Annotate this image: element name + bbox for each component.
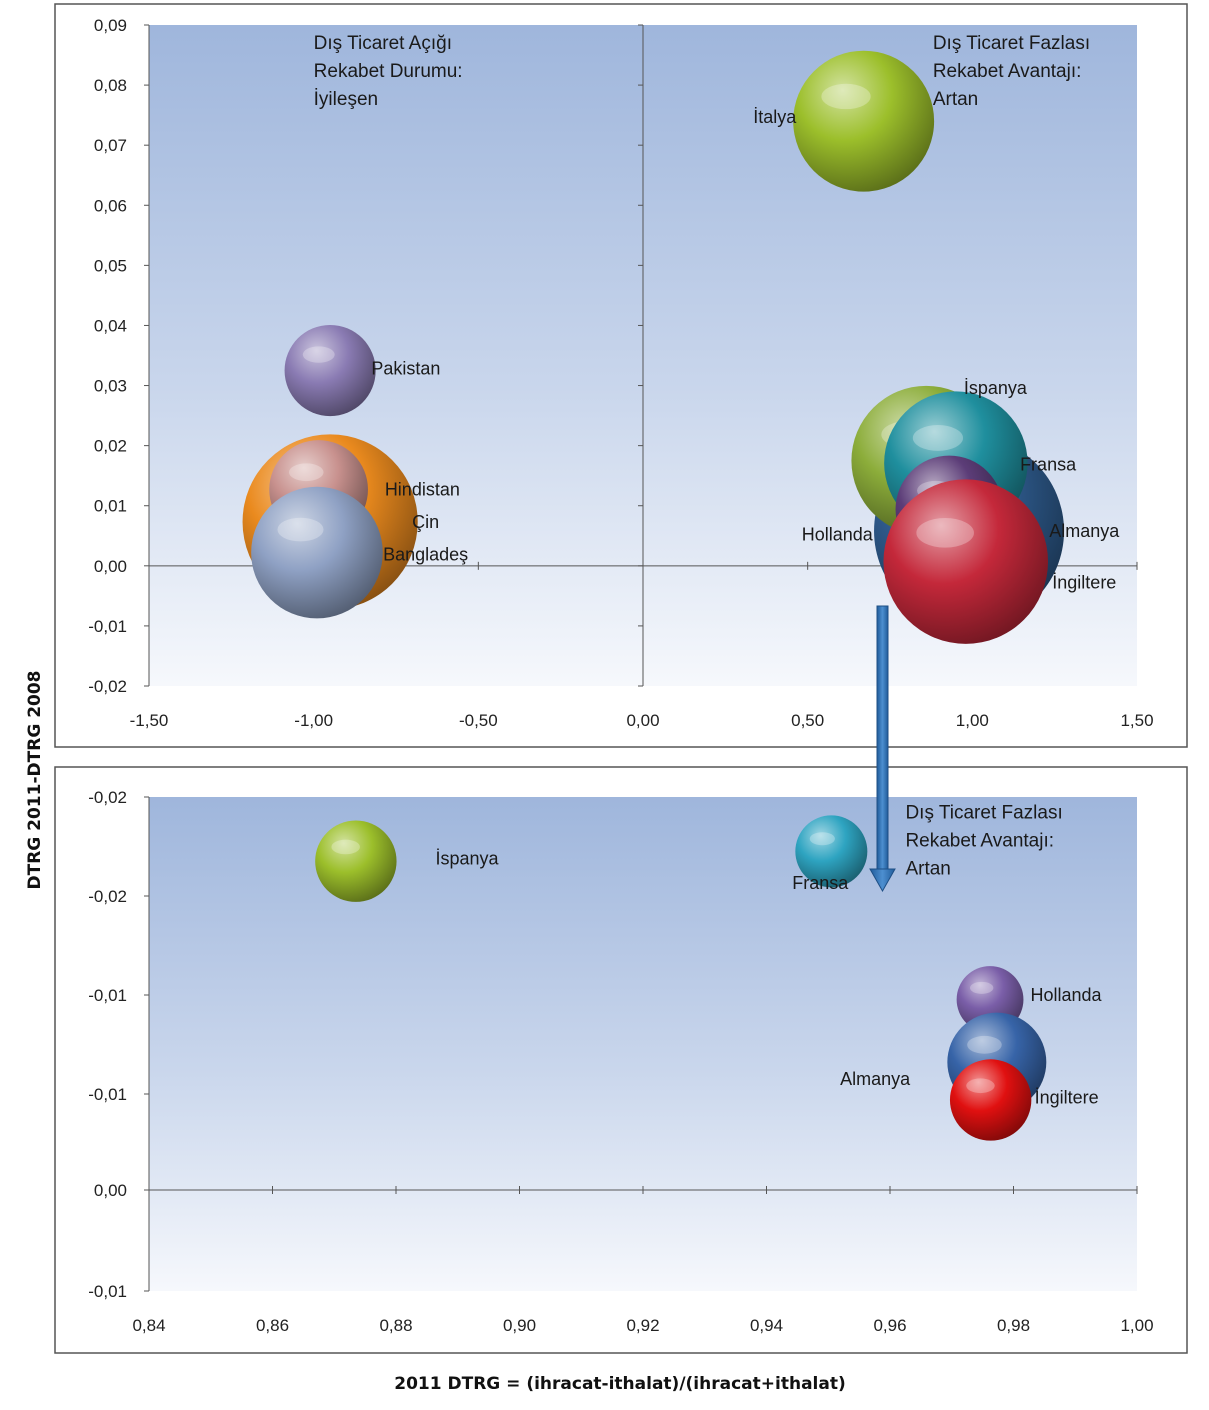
x-tick-label: 0,98	[997, 1316, 1030, 1335]
bottom-chart: 0,84 0,86 0,88 0,90 0,92 0,94 0,96 0,98 1,00 -0,0…	[88, 788, 1153, 1335]
x-tick-label: -0,50	[459, 711, 498, 730]
bubble-label: İngiltere	[1052, 573, 1116, 593]
annotation-line: Rekabet Durumu:	[314, 61, 463, 82]
bubble	[315, 820, 397, 902]
bubble-label: Fransa	[1020, 454, 1077, 474]
x-tick-label: 0,96	[873, 1316, 906, 1335]
y-tick-label: 0,02	[94, 437, 127, 456]
quadrant-annotation: Dış Ticaret Açığı Rekabet Durumu: İyileşen	[314, 33, 463, 110]
bubble-highlight	[809, 832, 835, 846]
y-axis-title: DTRG 2011-DTRG 2008	[25, 670, 45, 889]
y-tick-label: -0,01	[88, 1282, 127, 1301]
bubble	[284, 324, 376, 417]
bubble-label: Bangladeş	[383, 544, 468, 564]
bubble-label: Hollanda	[1030, 985, 1102, 1005]
bubble-label: Fransa	[792, 873, 849, 893]
y-tick-label: -0,02	[88, 887, 127, 906]
bubble-highlight	[969, 981, 994, 994]
bubble-label: İngiltere	[1035, 1087, 1099, 1107]
bubble	[949, 1059, 1032, 1141]
x-tick-label: 1,00	[1120, 1316, 1153, 1335]
bubble-highlight	[302, 346, 335, 363]
y-tick-label: 0,04	[94, 316, 127, 335]
bubble	[793, 50, 935, 192]
x-tick-label: -1,00	[294, 711, 333, 730]
bubble-label: İtalya	[753, 107, 797, 127]
y-tick-label: 0,01	[94, 497, 127, 516]
bubble-highlight	[277, 517, 324, 542]
y-tick-label: -0,01	[88, 1085, 127, 1104]
y-tick-label: -0,01	[88, 986, 127, 1005]
quadrant-annotation: Dış Ticaret Fazlası Rekabet Avantajı: Arta…	[905, 802, 1062, 879]
x-tick-label: 1,50	[1120, 711, 1153, 730]
annotation-line: Dış Ticaret Fazlası	[933, 33, 1090, 54]
bubble-highlight	[331, 839, 360, 855]
y-tick-label: 0,00	[94, 557, 127, 576]
y-tick-label: -0,02	[88, 788, 127, 807]
y-tick-label: -0,02	[88, 677, 127, 696]
bubble	[883, 479, 1049, 644]
bubble	[795, 815, 868, 888]
bubble-highlight	[288, 463, 324, 482]
x-tick-label: 0,90	[503, 1316, 536, 1335]
quadrant-annotation: Dış Ticaret Fazlası Rekabet Avantajı: Arta…	[933, 33, 1090, 110]
y-tick-label: -0,01	[88, 617, 127, 636]
x-tick-label: 0,94	[750, 1316, 783, 1335]
bubble-label: Pakistan	[371, 359, 440, 379]
bubble-label: Çin	[412, 512, 439, 532]
y-tick-label: 0,06	[94, 196, 127, 215]
bubble-highlight	[821, 83, 871, 110]
bubble-highlight	[916, 518, 974, 548]
annotation-line: Dış Ticaret Fazlası	[905, 802, 1062, 823]
x-tick-label: 0,50	[791, 711, 824, 730]
bubble-label: Hollanda	[802, 525, 874, 545]
annotation-line: Rekabet Avantajı:	[905, 830, 1054, 851]
y-tick-label: 0,08	[94, 76, 127, 95]
x-tick-label: 0,86	[256, 1316, 289, 1335]
x-tick-label: 1,00	[956, 711, 989, 730]
x-axis-title: 2011 DTRG = (ihracat-ithalat)/(ihracat+i…	[394, 1374, 845, 1394]
x-tick-label: 0,84	[132, 1316, 165, 1335]
bubble-label: Almanya	[840, 1069, 911, 1089]
annotation-line: Artan	[905, 858, 950, 879]
annotation-line: Artan	[933, 89, 978, 110]
y-tick-label: 0,05	[94, 256, 127, 275]
transition-arrow	[869, 605, 896, 893]
bubble	[251, 486, 383, 619]
y-tick-label: 0,00	[94, 1181, 127, 1200]
x-tick-label: -1,50	[130, 711, 169, 730]
bubble-label: Almanya	[1049, 521, 1120, 541]
bubble-highlight	[966, 1078, 995, 1094]
y-tick-label: 0,03	[94, 377, 127, 396]
top-chart: -1,50 -1,00 -0,50 0,00 0,50 1,00 1,50 0,09 0,08 0…	[88, 16, 1153, 730]
x-tick-label: 0,92	[626, 1316, 659, 1335]
annotation-line: Rekabet Avantajı:	[933, 61, 1082, 82]
bubble-highlight	[967, 1035, 1002, 1054]
x-tick-label: 0,00	[626, 711, 659, 730]
annotation-line: Dış Ticaret Açığı	[314, 33, 452, 54]
y-tick-label: 0,09	[94, 16, 127, 35]
bubble-highlight	[912, 425, 964, 451]
x-tick-label: 0,88	[379, 1316, 412, 1335]
bubble-label: İspanya	[435, 849, 499, 869]
bubble-label: Hindistan	[385, 480, 460, 500]
annotation-line: İyileşen	[314, 89, 378, 110]
y-tick-label: 0,07	[94, 136, 127, 155]
bubble-label: İspanya	[964, 378, 1028, 398]
